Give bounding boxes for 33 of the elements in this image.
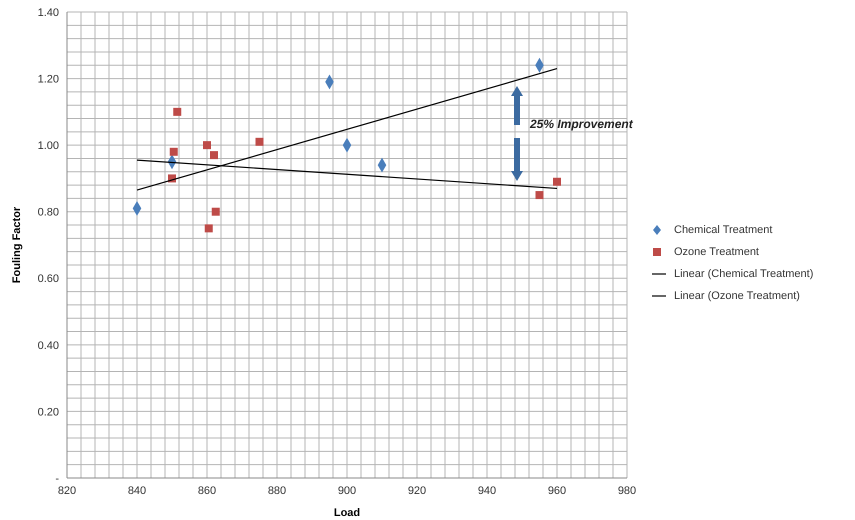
y-tick-label: 0.80 (38, 206, 59, 219)
x-tick-label: 880 (268, 484, 286, 497)
point (212, 208, 220, 216)
point (256, 138, 264, 146)
y-axis-title: Fouling Factor (10, 206, 23, 284)
legend-label: Ozone Treatment (674, 245, 759, 260)
point (173, 108, 182, 116)
point (536, 191, 544, 200)
legend-label: Chemical Treatment (674, 223, 772, 238)
legend-label: Linear (Ozone Treatment) (674, 289, 800, 304)
y-tick-label: 1.20 (38, 73, 59, 86)
annotation: 25% Improvement (529, 117, 634, 131)
y-tick-label: 0.60 (38, 273, 59, 286)
x-tick-label: 820 (58, 484, 76, 497)
x-tick-label: 920 (408, 484, 426, 497)
y-tick-label: 0.20 (38, 406, 59, 418)
y-tick-label: - (55, 472, 60, 485)
y-tick-label: 1.40 (38, 6, 59, 19)
x-tick-label: 900 (338, 484, 356, 497)
y-tick-label: 1.00 (38, 140, 59, 152)
legend-label: Linear (Chemical Treatment) (674, 267, 814, 282)
point (553, 178, 561, 186)
y-tick-label: 0.40 (38, 340, 59, 352)
x-axis-title: Load (334, 507, 360, 519)
x-tick-label: 980 (618, 484, 636, 497)
x-tick-label: 940 (478, 484, 496, 497)
point (170, 148, 178, 156)
point (204, 224, 213, 232)
x-tick-label: 960 (548, 484, 566, 497)
point (210, 151, 218, 160)
x-tick-label: 860 (198, 484, 216, 497)
x-tick-label: 840 (128, 484, 146, 497)
point (203, 141, 211, 150)
